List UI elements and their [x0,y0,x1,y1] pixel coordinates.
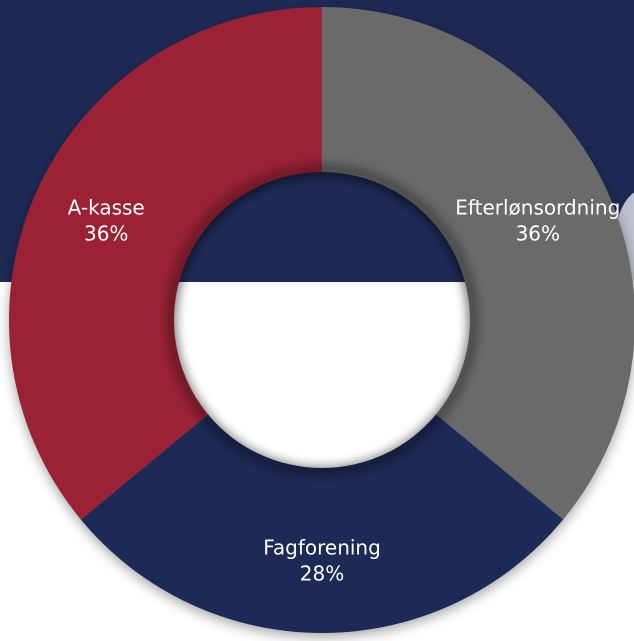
slice-label-value: 36% [516,221,560,245]
slice-label-name: A-kasse [68,195,145,219]
donut-slices [8,7,634,634]
slice-label-value: 36% [84,221,128,245]
slice-fagforening [80,414,564,634]
slice-label-name: Efterlønsordning [455,195,620,219]
slice-a-kasse [8,7,322,520]
slice-label-value: 28% [300,562,344,586]
donut-hole-shadow [166,164,478,476]
slice-efterl-nsordning [322,7,634,520]
slice-label-name: Fagforening [263,536,381,560]
slice-labels: Efterlønsordning36%Fagforening28%A-kasse… [68,195,621,585]
